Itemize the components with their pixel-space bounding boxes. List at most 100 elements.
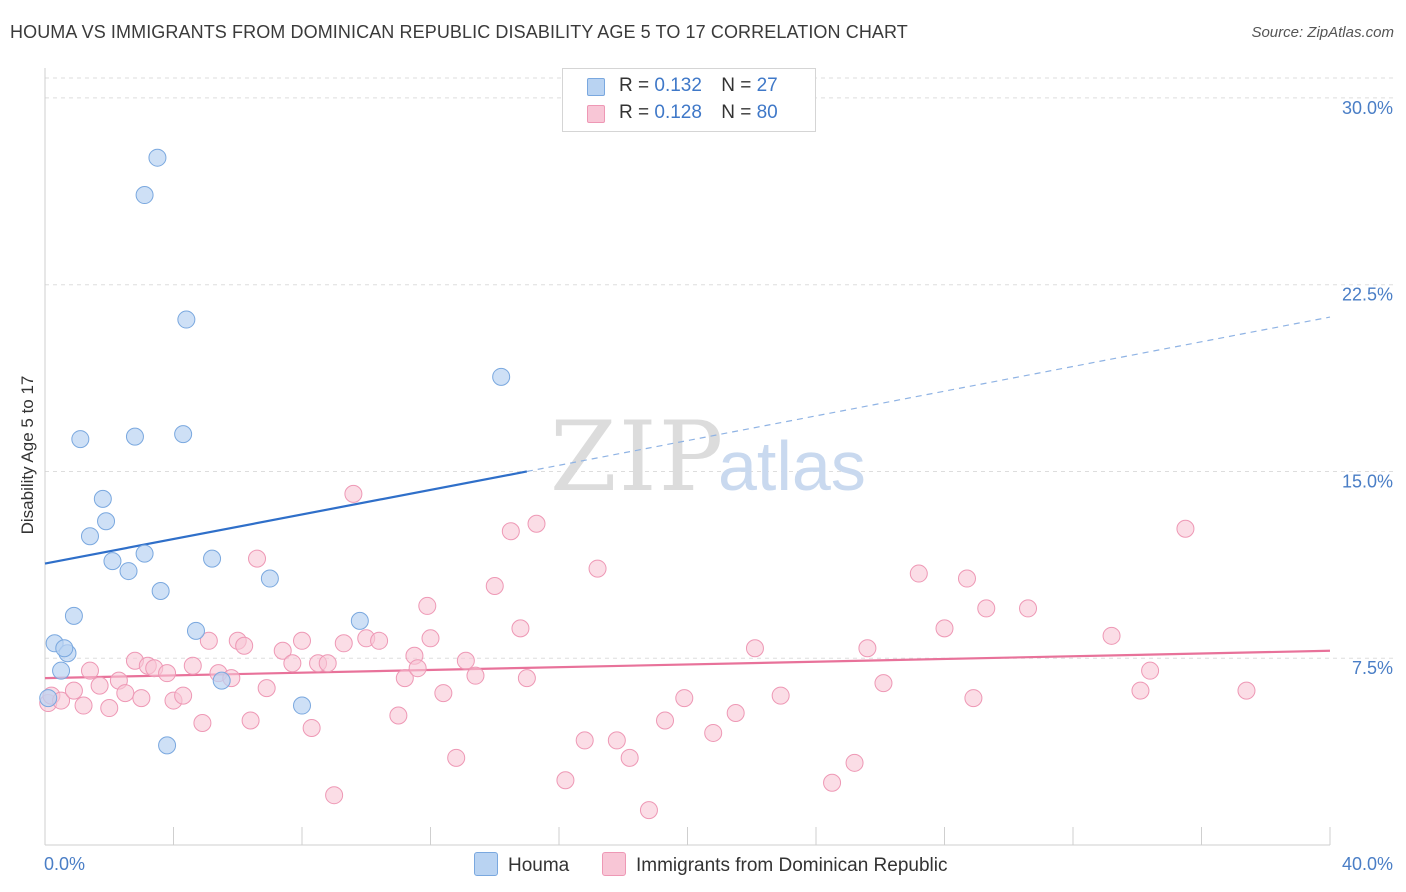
legend-dominican-label: Immigrants from Dominican Republic	[636, 855, 948, 876]
legend-item-dominican: Immigrants from Dominican Republic	[602, 852, 948, 877]
dominican-trend-line	[44, 649, 1331, 680]
y-tick-labels: 7.5% 15.0% 22.5% 30.0%	[1342, 98, 1393, 678]
dominican-point-62	[726, 704, 745, 723]
dominican-point-3	[64, 681, 83, 700]
dominican-point-63	[745, 639, 764, 658]
houma-point-0	[39, 689, 58, 708]
dominican-point-50	[511, 619, 530, 638]
houma-point-9	[97, 512, 116, 531]
dominican-point-70	[935, 619, 954, 638]
watermark: ZIP atlas	[550, 401, 866, 513]
dominican-point-76	[1131, 681, 1150, 700]
houma-r-label: R =	[619, 75, 650, 96]
dominican-point-26	[257, 679, 276, 698]
stats-row-houma: R = 0.132 N = 27	[587, 75, 778, 97]
houma-r-value: 0.132	[654, 75, 702, 96]
dominican-point-9	[116, 684, 135, 703]
source-credit: Source: ZipAtlas.com	[1251, 24, 1394, 41]
houma-point-4	[55, 639, 74, 658]
houma-point-13	[135, 544, 154, 563]
dominican-point-25	[248, 549, 267, 568]
dominican-point-59	[656, 711, 675, 730]
trend-lines	[44, 316, 1331, 680]
houma-point-5	[64, 606, 83, 625]
dominican-point-53	[556, 771, 575, 790]
dominican-point-58	[639, 801, 658, 820]
dominican-point-56	[607, 731, 626, 750]
houma-point-25	[350, 611, 369, 630]
dominican-point-54	[575, 731, 594, 750]
dominican-point-14	[158, 664, 177, 683]
dominican-point-27	[273, 641, 292, 660]
watermark-atlas-text: atlas	[718, 427, 866, 505]
dominican-r-label: R =	[619, 102, 650, 123]
dominican-point-29	[293, 631, 311, 650]
dominican-point-64	[771, 686, 790, 705]
dominican-point-16	[174, 686, 193, 705]
stats-row-dominican: R = 0.128 N = 80	[587, 102, 778, 124]
dominican-point-41	[408, 659, 427, 678]
dominican-point-60	[675, 689, 694, 708]
stats-legend-box: R = 0.132 N = 27 R = 0.128 N = 80	[562, 68, 816, 132]
y-tick-label-3: 30.0%	[1342, 98, 1393, 118]
legend-houma-swatch	[474, 852, 498, 876]
dominican-point-73	[977, 599, 996, 618]
y-tick-label-2: 22.5%	[1342, 285, 1393, 305]
dominican-point-78	[1176, 519, 1195, 538]
houma-point-22	[212, 671, 231, 690]
dominican-point-32	[318, 654, 337, 673]
houma-n-label: N =	[721, 75, 752, 96]
gridlines	[45, 77, 1393, 659]
dominican-point-72	[964, 689, 983, 708]
x-tick-label-min: 0.0%	[44, 854, 85, 874]
houma-point-17	[158, 736, 177, 755]
watermark-zip-text: ZIP	[550, 401, 725, 513]
dominican-r-value: 0.128	[654, 102, 702, 123]
houma-trend-extension	[526, 316, 1331, 473]
dominican-point-67	[858, 639, 877, 658]
houma-point-12	[125, 427, 144, 446]
dominican-point-65	[823, 773, 842, 792]
dominican-point-17	[183, 656, 202, 675]
houma-point-8	[93, 489, 112, 508]
dominican-point-68	[874, 674, 893, 693]
dominican-point-47	[466, 666, 485, 685]
dominican-point-79	[1237, 681, 1256, 700]
dominican-swatch	[587, 105, 605, 123]
dominican-point-69	[909, 564, 928, 583]
dominican-point-75	[1102, 626, 1121, 645]
data-points	[39, 148, 1256, 820]
dominican-point-37	[370, 631, 389, 650]
x-tick-label-max: 40.0%	[1342, 854, 1393, 874]
dominican-point-38	[389, 706, 408, 725]
dominican-point-18	[193, 713, 212, 732]
axes	[44, 68, 1331, 846]
dominican-point-74	[1019, 599, 1038, 618]
houma-point-20	[186, 621, 205, 640]
houma-point-19	[177, 310, 196, 329]
legend-dominican-swatch	[602, 852, 626, 876]
houma-point-15	[148, 148, 167, 167]
dominican-point-52	[527, 514, 546, 533]
dominican-point-28	[283, 654, 302, 673]
dominican-n-label: N =	[721, 102, 752, 123]
dominican-point-4	[74, 696, 93, 715]
houma-point-10	[103, 552, 122, 571]
dominican-point-61	[704, 723, 723, 742]
legend-item-houma: Houma	[474, 852, 569, 877]
dominican-point-35	[344, 484, 363, 503]
houma-point-18	[174, 425, 193, 444]
x-tick-labels: 0.0% 40.0%	[44, 854, 1393, 874]
houma-point-6	[71, 430, 90, 449]
dominican-point-24	[241, 711, 260, 730]
y-tick-label-0: 7.5%	[1352, 658, 1393, 678]
dominican-point-43	[421, 629, 440, 648]
houma-point-24	[293, 696, 311, 715]
dominican-point-23	[235, 636, 254, 655]
dominican-point-33	[325, 786, 344, 805]
dominican-point-71	[957, 569, 976, 588]
legend-houma-label: Houma	[508, 855, 570, 876]
dominican-point-39	[395, 669, 414, 688]
dominican-n-value: 80	[756, 102, 778, 123]
